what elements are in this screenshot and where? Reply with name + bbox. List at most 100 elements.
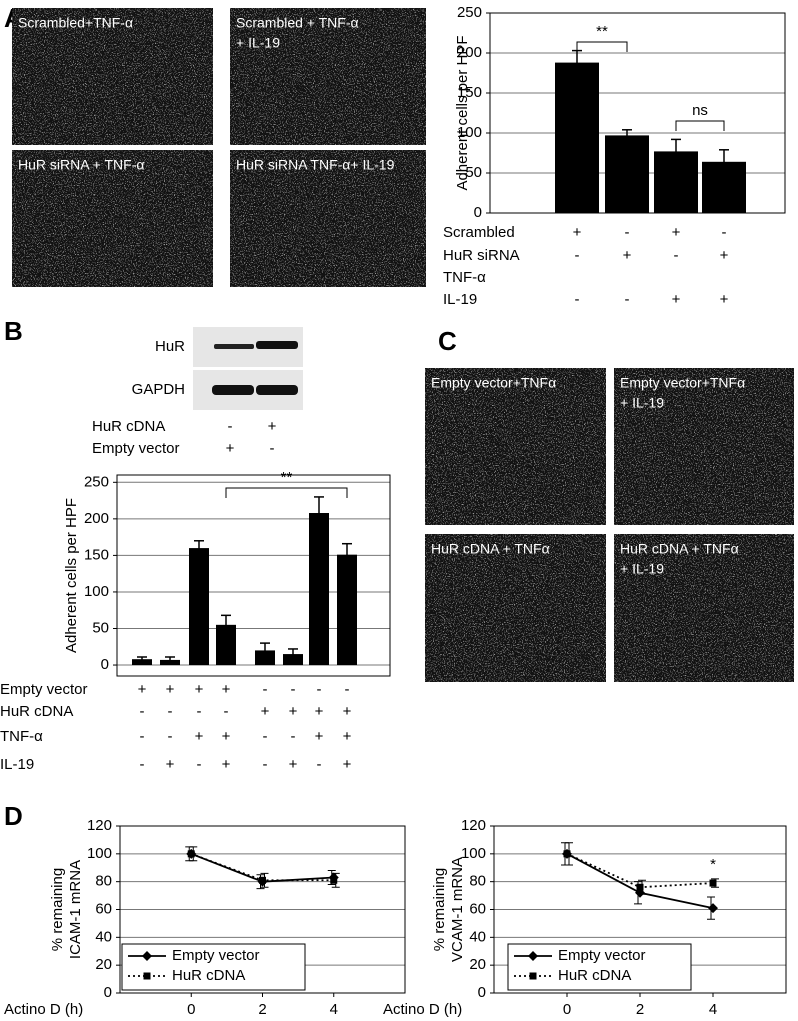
significance-bracket [576, 41, 628, 52]
treatment-mark: - [625, 291, 630, 308]
x-axis-label: Actino D (h) [383, 1001, 462, 1018]
micrograph-speckle [425, 534, 606, 682]
treatment-label: HuR siRNA [443, 247, 520, 264]
y-tick-label: 60 [469, 900, 486, 917]
series-line [190, 852, 334, 882]
significance-label: ns [692, 102, 708, 119]
x-tick-label: 2 [258, 1001, 266, 1018]
marker [187, 850, 195, 858]
series-line [566, 853, 714, 889]
treatment-mark: - [345, 681, 350, 698]
y-tick-label: 0 [104, 984, 112, 1001]
marker [142, 951, 152, 961]
y-tick-label: 20 [95, 956, 112, 973]
micrograph-speckle [425, 368, 606, 525]
significance-label: * [710, 856, 716, 873]
y-tick-label: 150 [457, 84, 482, 101]
y-axis-label: % remaining [431, 868, 448, 951]
treatment-mark: - [291, 728, 296, 745]
marker [563, 850, 571, 858]
blot-mark: - [270, 440, 275, 457]
treatment-mark: + [343, 728, 352, 745]
treatment-mark: + [195, 728, 204, 745]
blot-band-label: GAPDH [132, 381, 185, 398]
panel-label: D [4, 801, 23, 831]
series-line [566, 853, 714, 909]
bar [283, 654, 303, 666]
y-tick-label: 80 [95, 873, 112, 890]
plot-frame [116, 474, 391, 677]
treatment-mark: - [197, 756, 202, 773]
treatment-label: Scrambled [443, 224, 515, 241]
treatment-mark: - [263, 756, 268, 773]
treatment-label: TNF-α [0, 728, 43, 745]
blot-band-label: HuR [155, 338, 185, 355]
image-label: Empty vector+TNFα [431, 375, 556, 391]
treatment-mark: + [672, 224, 681, 241]
x-tick-label: 2 [636, 1001, 644, 1018]
treatment-mark: + [195, 681, 204, 698]
treatment-mark: + [166, 681, 175, 698]
treatment-mark: - [140, 703, 145, 720]
treatment-label: TNF-α [443, 269, 486, 286]
blot-row-label: Empty vector [92, 440, 180, 457]
blot-band [256, 341, 298, 349]
image-label: HuR siRNA + TNF-α [18, 157, 144, 173]
marker [330, 876, 338, 884]
y-tick-label: 200 [457, 44, 482, 61]
y-tick-label: 120 [87, 817, 112, 834]
bar [216, 624, 236, 666]
bar [132, 659, 152, 666]
treatment-mark: + [720, 247, 729, 264]
image-label: HuR cDNA + TNFα [620, 541, 739, 557]
treatment-label: HuR cDNA [0, 703, 73, 720]
y-tick-label: 20 [469, 956, 486, 973]
marker [709, 879, 717, 887]
image-label: Scrambled+TNF-α [18, 15, 133, 31]
blot-band [256, 385, 298, 395]
y-tick-label: 100 [461, 845, 486, 862]
legend-label: HuR cDNA [172, 967, 245, 984]
y-tick-label: 50 [465, 164, 482, 181]
blot-row-label: HuR cDNA [92, 418, 165, 435]
y-tick-label: 80 [469, 873, 486, 890]
significance-label: ** [596, 23, 608, 40]
micrograph-speckle [12, 8, 213, 145]
treatment-mark: - [263, 681, 268, 698]
x-tick-label: 0 [187, 1001, 195, 1018]
y-axis-label: Adherent cells per HPF [454, 35, 471, 190]
y-tick-label: 250 [84, 473, 109, 490]
treatment-mark: - [168, 728, 173, 745]
y-tick-label: 250 [457, 4, 482, 21]
treatment-mark: - [168, 703, 173, 720]
bar [189, 548, 209, 666]
legend-label: HuR cDNA [558, 967, 631, 984]
y-tick-label: 0 [101, 656, 109, 673]
blot-mark: + [226, 440, 235, 457]
significance-label: ** [281, 469, 293, 486]
image-label: Scrambled + TNF-α [236, 15, 359, 31]
treatment-mark: + [261, 703, 270, 720]
micrograph-speckle [12, 150, 213, 287]
micrograph-speckle [614, 368, 794, 525]
y-tick-label: 100 [457, 124, 482, 141]
treatment-label: IL-19 [0, 756, 34, 773]
y-tick-label: 150 [84, 546, 109, 563]
treatment-mark: + [315, 728, 324, 745]
x-tick-label: 4 [330, 1001, 338, 1018]
image-label: HuR cDNA + TNFα [431, 541, 550, 557]
treatment-mark: - [263, 728, 268, 745]
blot-band [214, 344, 254, 349]
legend-label: Empty vector [172, 947, 260, 964]
treatment-mark: + [289, 703, 298, 720]
blot-band [212, 385, 254, 395]
blot-mark: + [268, 418, 277, 435]
bar [309, 513, 329, 666]
treatment-mark: + [623, 247, 632, 264]
treatment-mark: - [317, 756, 322, 773]
treatment-mark: - [291, 681, 296, 698]
y-tick-label: 50 [92, 619, 109, 636]
bar [555, 62, 599, 213]
y-tick-label: 120 [461, 817, 486, 834]
